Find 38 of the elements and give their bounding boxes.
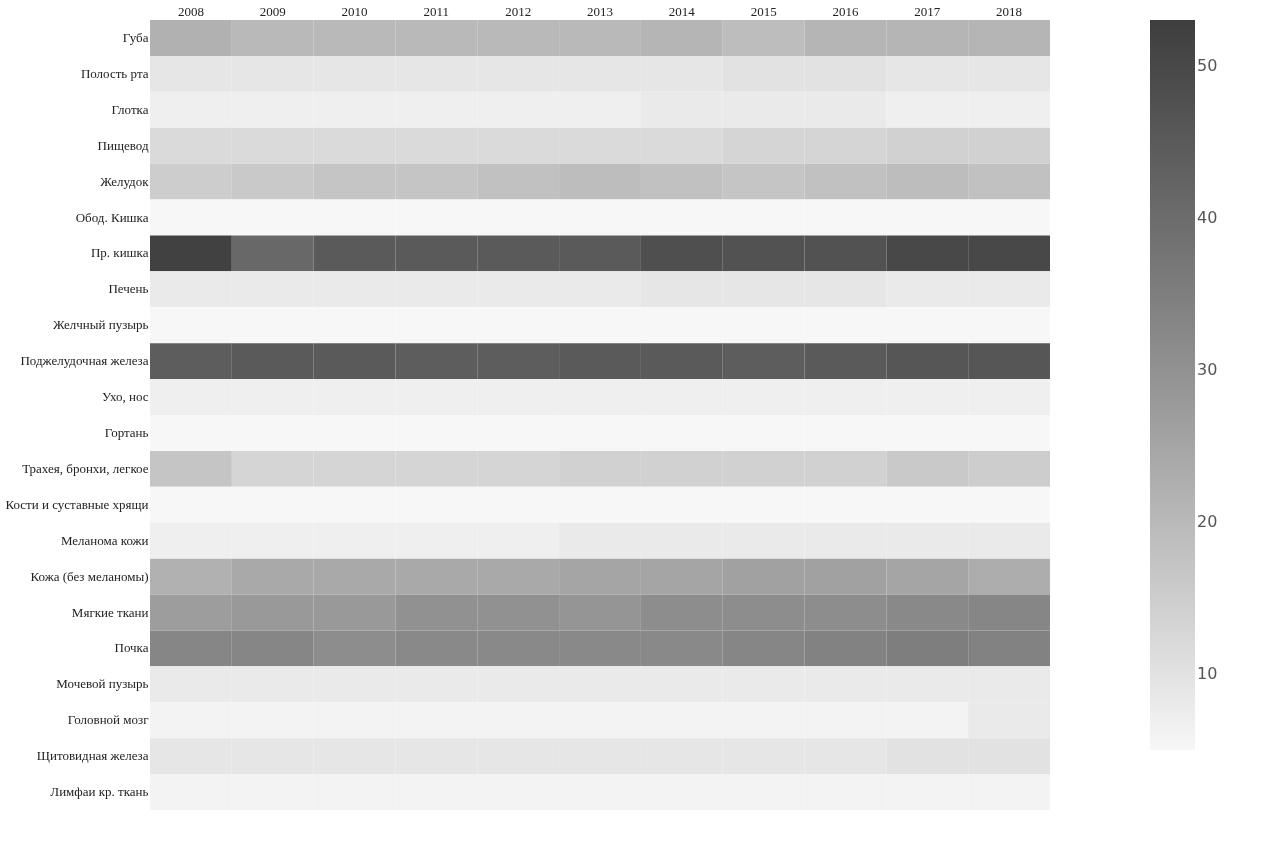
color-bar-label: 50 [1197, 55, 1218, 75]
y-tick-label: Пр. кишка [90, 245, 149, 261]
x-tick-label: 2018 [996, 3, 1023, 19]
y-tick-label: Пищевод [97, 137, 149, 153]
x-tick-label: 2016 [832, 3, 859, 19]
x-tick-label: 2011 [423, 3, 450, 19]
y-tick-label: Мочевой пузырь [56, 676, 149, 692]
x-tick-label: 2008 [177, 3, 204, 19]
color-bar-label: 30 [1197, 359, 1218, 379]
x-tick-label: 2009 [259, 3, 286, 19]
x-tick-label: 2013 [587, 3, 613, 19]
x-tick-label: 2010 [341, 3, 368, 19]
y-tick-label: Щитовидная железа [36, 748, 149, 764]
y-tick-label: Почка [114, 640, 149, 656]
y-tick-label: Меланома кожи [60, 532, 149, 548]
color-bar-label: 10 [1197, 663, 1218, 683]
color-bar-label: 40 [1197, 207, 1218, 227]
y-tick-label: Обод. Кишка [75, 209, 149, 225]
y-tick-label: Кости и суставные хрящи [5, 496, 149, 512]
y-tick-label: Трахея, бронхи, легкое [22, 460, 149, 476]
y-tick-label: Головной мозг [67, 712, 149, 728]
y-tick-label: Желудок [100, 173, 150, 189]
x-tick-label: 2017 [914, 3, 941, 19]
y-tick-label: Кожа (без меланомы) [30, 568, 149, 584]
y-tick-label: Поджелудочная железа [20, 353, 149, 369]
x-tick-label: 2015 [750, 3, 777, 19]
y-tick-label: Глотка [111, 101, 149, 117]
y-tick-label: Полость рта [80, 65, 149, 81]
y-tick-label: Ухо, нос [102, 389, 149, 405]
x-tick-label: 2014 [668, 3, 696, 19]
y-tick-label: Желчный пузырь [53, 317, 149, 333]
y-tick-label: Гортань [104, 424, 149, 440]
y-tick-label: Печень [108, 281, 149, 297]
y-tick-label: Губа [122, 29, 149, 45]
y-tick-label: Мягкие ткани [71, 604, 149, 620]
y-tick-label: Лимфаи кр. ткань [50, 784, 149, 800]
color-bar-label: 20 [1197, 511, 1218, 531]
x-tick-label: 2012 [505, 3, 532, 19]
